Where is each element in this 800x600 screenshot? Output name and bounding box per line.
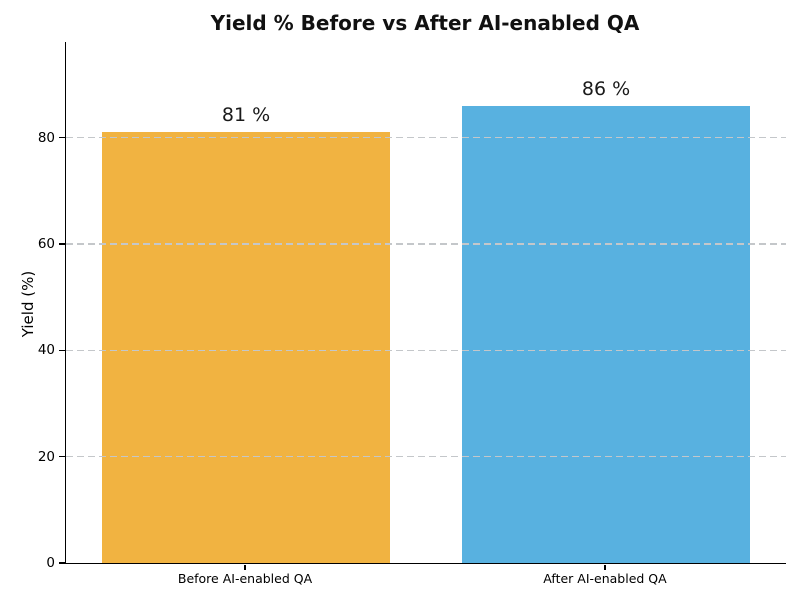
x-tick-mark [244,564,246,570]
y-tick-label: 40 [37,342,55,359]
bar-after-ai-enabled-qa [462,105,750,563]
y-gridline [66,349,786,352]
y-gridline [66,455,786,458]
y-tick-mark [59,349,65,352]
chart-title: Yield % Before vs After AI-enabled QA [210,11,640,35]
bar-before-ai-enabled-qa [102,132,390,563]
bar-value-label: 81 % [221,104,271,127]
y-gridline [66,243,786,245]
y-tick-mark [59,455,65,458]
x-tick-label: After AI-enabled QA [543,571,667,586]
y-tick-mark [59,136,65,139]
y-tick-label: 60 [37,236,55,253]
x-tick-label: Before AI-enabled QA [177,571,313,586]
y-tick-mark [59,243,65,245]
y-tick-label: 80 [37,129,55,146]
y-tick-mark [59,562,65,564]
plot-area: 81 % 86 % [65,42,786,564]
x-tick-mark [604,564,606,570]
y-tick-label: 0 [46,555,55,571]
y-tick-label: 20 [37,448,55,465]
y-axis-label: Yield (%) [19,270,37,338]
y-gridline [66,136,786,139]
bar-value-label: 86 % [581,77,631,100]
